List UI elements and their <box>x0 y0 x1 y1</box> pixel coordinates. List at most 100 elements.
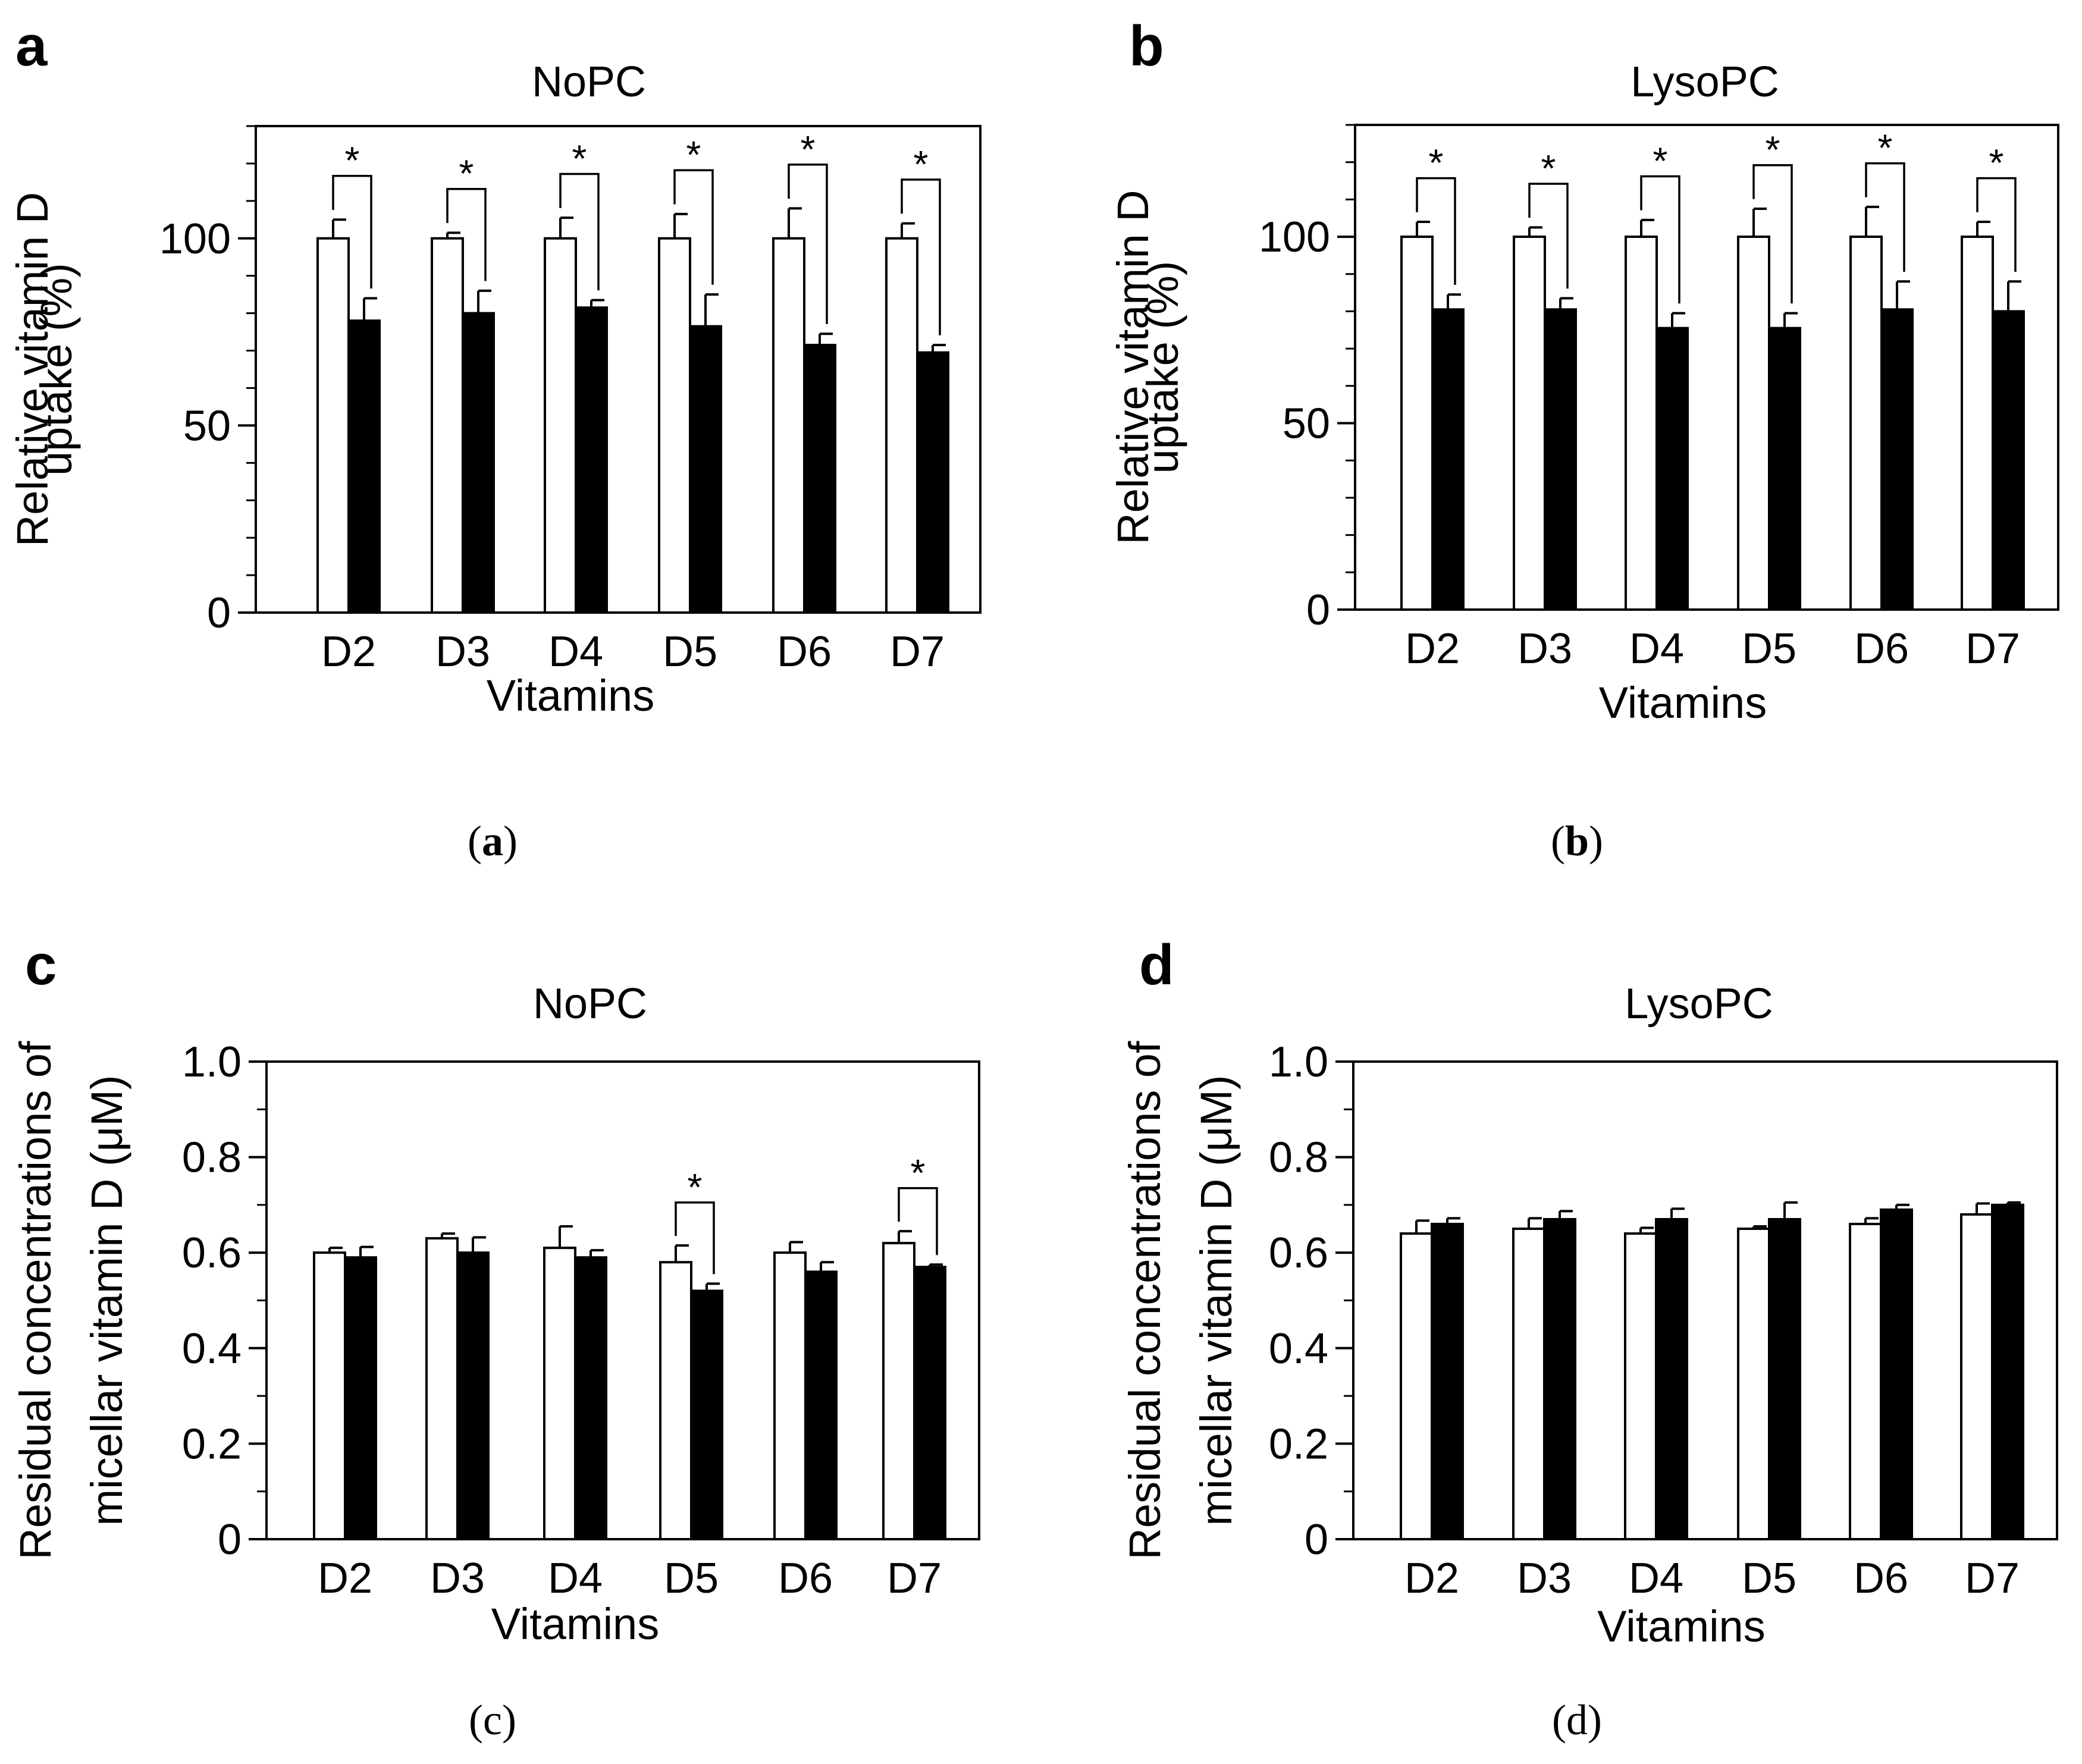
control-bar-d3 <box>1513 236 1546 611</box>
control-bar-d7 <box>882 1242 915 1540</box>
control-bar-d2 <box>316 237 350 614</box>
x-tick-label: D6 <box>1854 1555 1908 1602</box>
control-bar-d2 <box>1400 236 1434 611</box>
caption-open: ( <box>1552 1696 1566 1744</box>
plot-frame <box>265 1060 980 1540</box>
significance-bracket <box>788 164 828 324</box>
treated-bar-d3 <box>1544 308 1577 611</box>
caption-open: ( <box>1551 817 1565 865</box>
x-tick-label: D7 <box>890 628 945 676</box>
treated-bar-d6 <box>803 344 836 614</box>
caption-close: ) <box>1588 1696 1602 1744</box>
control-bar-d4 <box>1624 1232 1657 1541</box>
treated-bar-d3 <box>456 1251 490 1540</box>
treated-bar-d3 <box>462 312 495 614</box>
x-tick-label: D6 <box>1854 625 1909 673</box>
caption-close: ) <box>503 817 518 865</box>
y-tick-label: 0 <box>1305 1516 1328 1564</box>
significance-bracket <box>1528 183 1569 289</box>
chart-panel-d: d LysoPC 0 0.2 0.4 0.6 0.8 1.0 D2 D3 D4 D5 D6 D7 Resid… <box>1120 933 2058 1744</box>
y-tick-label: 0.8 <box>1269 1134 1328 1182</box>
treated-bar-d2 <box>1431 1223 1464 1540</box>
treated-bar-d2 <box>347 319 381 614</box>
control-bar-d6 <box>773 1251 807 1540</box>
plot-frame <box>1352 1060 2058 1540</box>
treated-bar-d7 <box>1991 1203 2024 1540</box>
chart-panel-b: b LysoPC 0 50 100 D2 D3 D4 D5 D6 D7 * * * * * * Relative … <box>1108 14 2059 865</box>
chart-title: NoPC <box>532 58 646 106</box>
x-axis-label: Vitamins <box>1597 1602 1765 1651</box>
significance-marker: * <box>345 139 360 182</box>
y-tick-label: 100 <box>159 215 231 263</box>
treated-bar-d6 <box>804 1270 838 1541</box>
significance-marker: * <box>914 143 929 186</box>
y-axis-label: Residual concentrations of <box>11 1041 60 1560</box>
y-tick-label: 0.8 <box>182 1134 242 1182</box>
y-tick-label: 0 <box>1306 586 1330 634</box>
control-bar-d4 <box>1625 236 1658 611</box>
caption-close: ) <box>502 1696 516 1744</box>
caption-letter: b <box>1565 817 1589 865</box>
panel-caption: (d) <box>1552 1696 1602 1744</box>
panel-letter: d <box>1139 933 1174 997</box>
significance-marker: * <box>1878 127 1893 170</box>
y-tick-label: 50 <box>1283 400 1330 448</box>
y-tick-label: 0.6 <box>1269 1229 1328 1277</box>
x-axis-label: Vitamins <box>487 671 654 720</box>
treated-bar-d5 <box>1768 1217 1801 1540</box>
control-bar-d7 <box>885 237 918 614</box>
treated-bar-d6 <box>1880 308 1914 611</box>
x-tick-label: D5 <box>1742 1555 1796 1602</box>
control-bar-d3 <box>431 237 464 614</box>
significance-marker: * <box>1653 140 1668 183</box>
chart-title: LysoPC <box>1625 980 1773 1028</box>
x-tick-label: D3 <box>1517 1555 1572 1602</box>
x-tick-label: D4 <box>1629 1555 1683 1602</box>
treated-bar-d2 <box>1431 308 1465 611</box>
significance-bracket <box>673 169 714 285</box>
treated-bar-d4 <box>574 1256 607 1540</box>
control-bar-d2 <box>1400 1232 1433 1541</box>
control-bar-d6 <box>1849 1223 1882 1540</box>
control-bar-d5 <box>659 1261 692 1540</box>
significance-bracket <box>901 178 941 335</box>
significance-bracket <box>1640 175 1680 304</box>
x-tick-label: D7 <box>887 1555 942 1602</box>
treated-bar-d5 <box>689 325 722 614</box>
y-tick-label: 50 <box>183 402 231 450</box>
significance-marker: * <box>801 128 816 171</box>
x-tick-label: D7 <box>1965 625 2020 673</box>
treated-bar-d7 <box>1992 310 2025 611</box>
x-tick-label: D2 <box>321 628 376 676</box>
y-tick-label: 0 <box>207 589 231 637</box>
chart-panel-c: c NoPC 0 0.2 0.4 0.6 0.8 1.0 D2 D3 D4 D5 D6 D7 * * Resid… <box>11 933 980 1744</box>
control-bar-d7 <box>1960 1213 1993 1540</box>
control-bar-d5 <box>1737 1228 1770 1541</box>
treated-bar-d5 <box>690 1289 723 1540</box>
significance-marker: * <box>572 137 587 180</box>
y-tick-label: 0.2 <box>1269 1420 1328 1468</box>
control-bar-d6 <box>772 237 805 614</box>
panel-caption: (c) <box>469 1696 516 1744</box>
control-bar-d4 <box>544 237 577 614</box>
significance-marker: * <box>686 133 701 176</box>
x-axis-label: Vitamins <box>1599 678 1767 727</box>
significance-marker: * <box>911 1151 926 1194</box>
caption-close: ) <box>1589 817 1603 865</box>
chart-title: NoPC <box>533 980 647 1028</box>
significance-bracket <box>446 187 487 281</box>
x-tick-label: D3 <box>430 1555 485 1602</box>
control-bar-d3 <box>425 1237 459 1541</box>
treated-bar-d4 <box>575 306 608 614</box>
significance-marker: * <box>1766 128 1780 171</box>
x-tick-label: D5 <box>664 1555 719 1602</box>
y-tick-label: 100 <box>1259 214 1330 261</box>
control-bar-d2 <box>313 1251 346 1540</box>
control-bar-d5 <box>1737 236 1770 611</box>
x-tick-label: D2 <box>1404 1555 1459 1602</box>
panel-letter: c <box>25 933 57 997</box>
x-tick-label: D3 <box>435 628 490 676</box>
x-tick-label: D6 <box>778 1555 833 1602</box>
significance-marker: * <box>688 1166 703 1209</box>
